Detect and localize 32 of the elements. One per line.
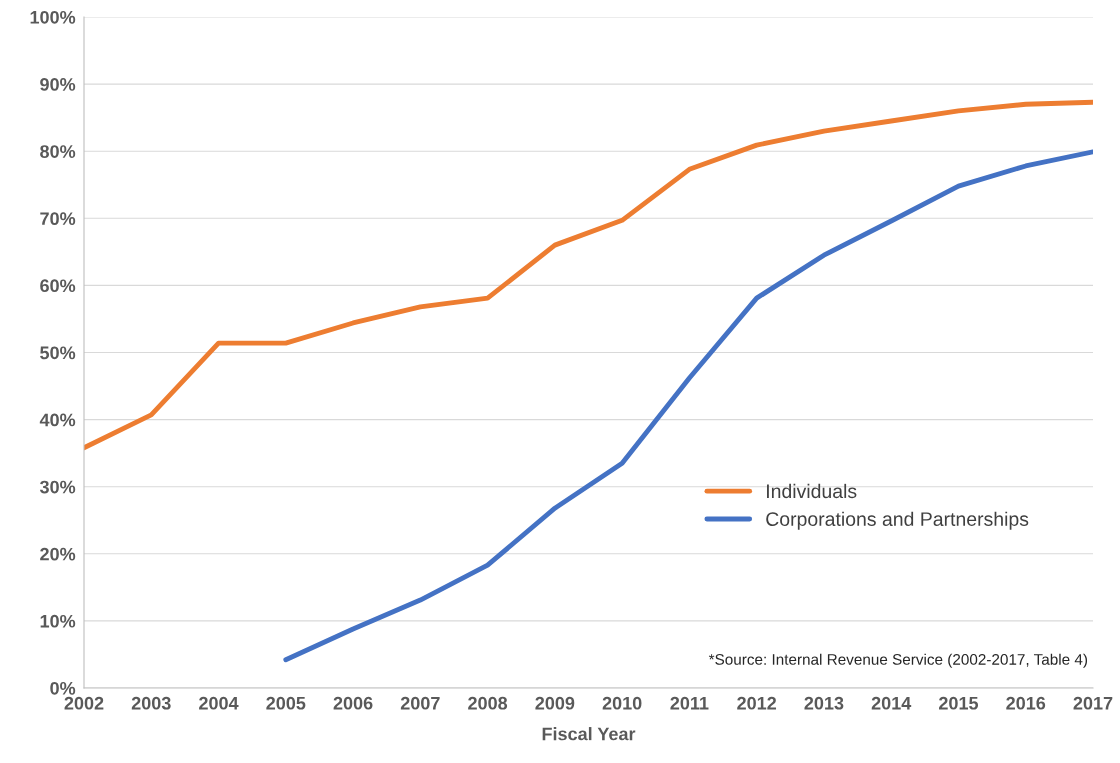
y-tick-label: 0% — [50, 681, 76, 695]
x-tick-label: 2011 — [670, 696, 709, 710]
y-tick-label: 100% — [30, 10, 76, 24]
x-tick-label: 2016 — [1006, 696, 1046, 710]
x-tick-label: 2012 — [737, 696, 777, 710]
x-tick-label: 2008 — [468, 696, 508, 710]
x-tick-label: 2009 — [535, 696, 575, 710]
x-tick-label: 2004 — [199, 696, 239, 710]
legend-label: Individuals — [767, 483, 857, 499]
y-tick-label: 50% — [40, 346, 76, 360]
legend-label: Corporations and Partnerships — [766, 511, 1029, 530]
y-tick-label: 20% — [40, 547, 76, 561]
x-axis-title: Fiscal Year — [542, 727, 636, 741]
x-tick-label: 2006 — [333, 696, 373, 710]
x-tick-label: 2005 — [266, 696, 306, 710]
y-tick-label: 90% — [40, 78, 76, 91]
y-tick-label: 40% — [39, 413, 76, 427]
y-tick-label: 80% — [40, 145, 76, 158]
y-tick-label: 70% — [40, 212, 76, 226]
y-tick-label: 60% — [40, 279, 76, 293]
x-tick-label: 2010 — [602, 696, 642, 710]
y-tick-label: 30% — [39, 480, 76, 494]
annotation: *Source: Internal Revenue Service (2002-2017, Table 4) — [708, 653, 1088, 668]
x-tick-label: 2013 — [804, 696, 844, 710]
x-tick-label: 2002 — [64, 696, 104, 710]
x-tick-label: 2015 — [939, 696, 979, 710]
x-tick-label: 2017 — [1073, 696, 1113, 710]
x-tick-label: 2014 — [871, 696, 912, 710]
y-tick-label: 10% — [40, 614, 76, 628]
line-series — [84, 99, 1093, 451]
x-tick-label: 2007 — [400, 696, 440, 710]
x-tick-label: 2003 — [131, 696, 171, 710]
